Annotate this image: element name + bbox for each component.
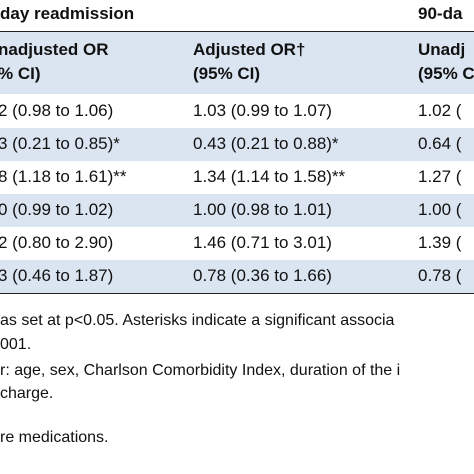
table-cell: 1.00 ( — [418, 200, 462, 219]
header-band — [0, 32, 474, 94]
footnote: charge. — [0, 385, 54, 402]
bottom-rule — [0, 293, 474, 294]
table-cell: 2 (0.98 to 1.06) — [0, 101, 114, 120]
row-band — [0, 128, 474, 161]
table-cell: 0.78 (0.36 to 1.66) — [193, 266, 332, 285]
table-cell: 0.78 ( — [418, 266, 462, 285]
column-header: Unadj — [418, 40, 466, 59]
column-header: % CI) — [0, 64, 41, 83]
footnote: as set at p<0.05. Asterisks indicate a s… — [0, 312, 395, 329]
group-title: 90-da — [418, 4, 463, 23]
table-cell: 0.43 (0.21 to 0.88)* — [193, 134, 339, 153]
table-cell: 3 (0.46 to 1.87) — [0, 266, 114, 285]
table-cell: 0 (0.99 to 1.02) — [0, 200, 114, 219]
table-cell: 1.39 ( — [418, 233, 462, 252]
table-cell: 1.34 (1.14 to 1.58)** — [193, 167, 346, 186]
table-cell: 2 (0.80 to 2.90) — [0, 233, 114, 252]
column-header: (95% C — [418, 64, 474, 83]
table-cell: 8 (1.18 to 1.61)** — [0, 167, 127, 186]
top-rule — [0, 31, 474, 32]
footnote: re medications. — [0, 429, 109, 446]
table-cell: 1.46 (0.71 to 3.01) — [193, 233, 332, 252]
row-band — [0, 194, 474, 227]
column-header: Adjusted OR† — [193, 40, 306, 59]
footnote: 001. — [0, 336, 32, 353]
table-cell: 0.64 ( — [418, 134, 462, 153]
footnote: r: age, sex, Charlson Comorbidity Index,… — [0, 362, 401, 379]
column-header: (95% CI) — [193, 64, 261, 83]
column-header: nadjusted OR — [0, 40, 109, 59]
group-title: day readmission — [0, 4, 135, 23]
table-cell: 1.02 ( — [418, 101, 462, 120]
table-cell: 1.27 ( — [418, 167, 462, 186]
table-cell: 1.00 (0.98 to 1.01) — [193, 200, 332, 219]
table-cell: 3 (0.21 to 0.85)* — [0, 134, 120, 153]
row-band — [0, 260, 474, 293]
table-cell: 1.03 (0.99 to 1.07) — [193, 101, 332, 120]
